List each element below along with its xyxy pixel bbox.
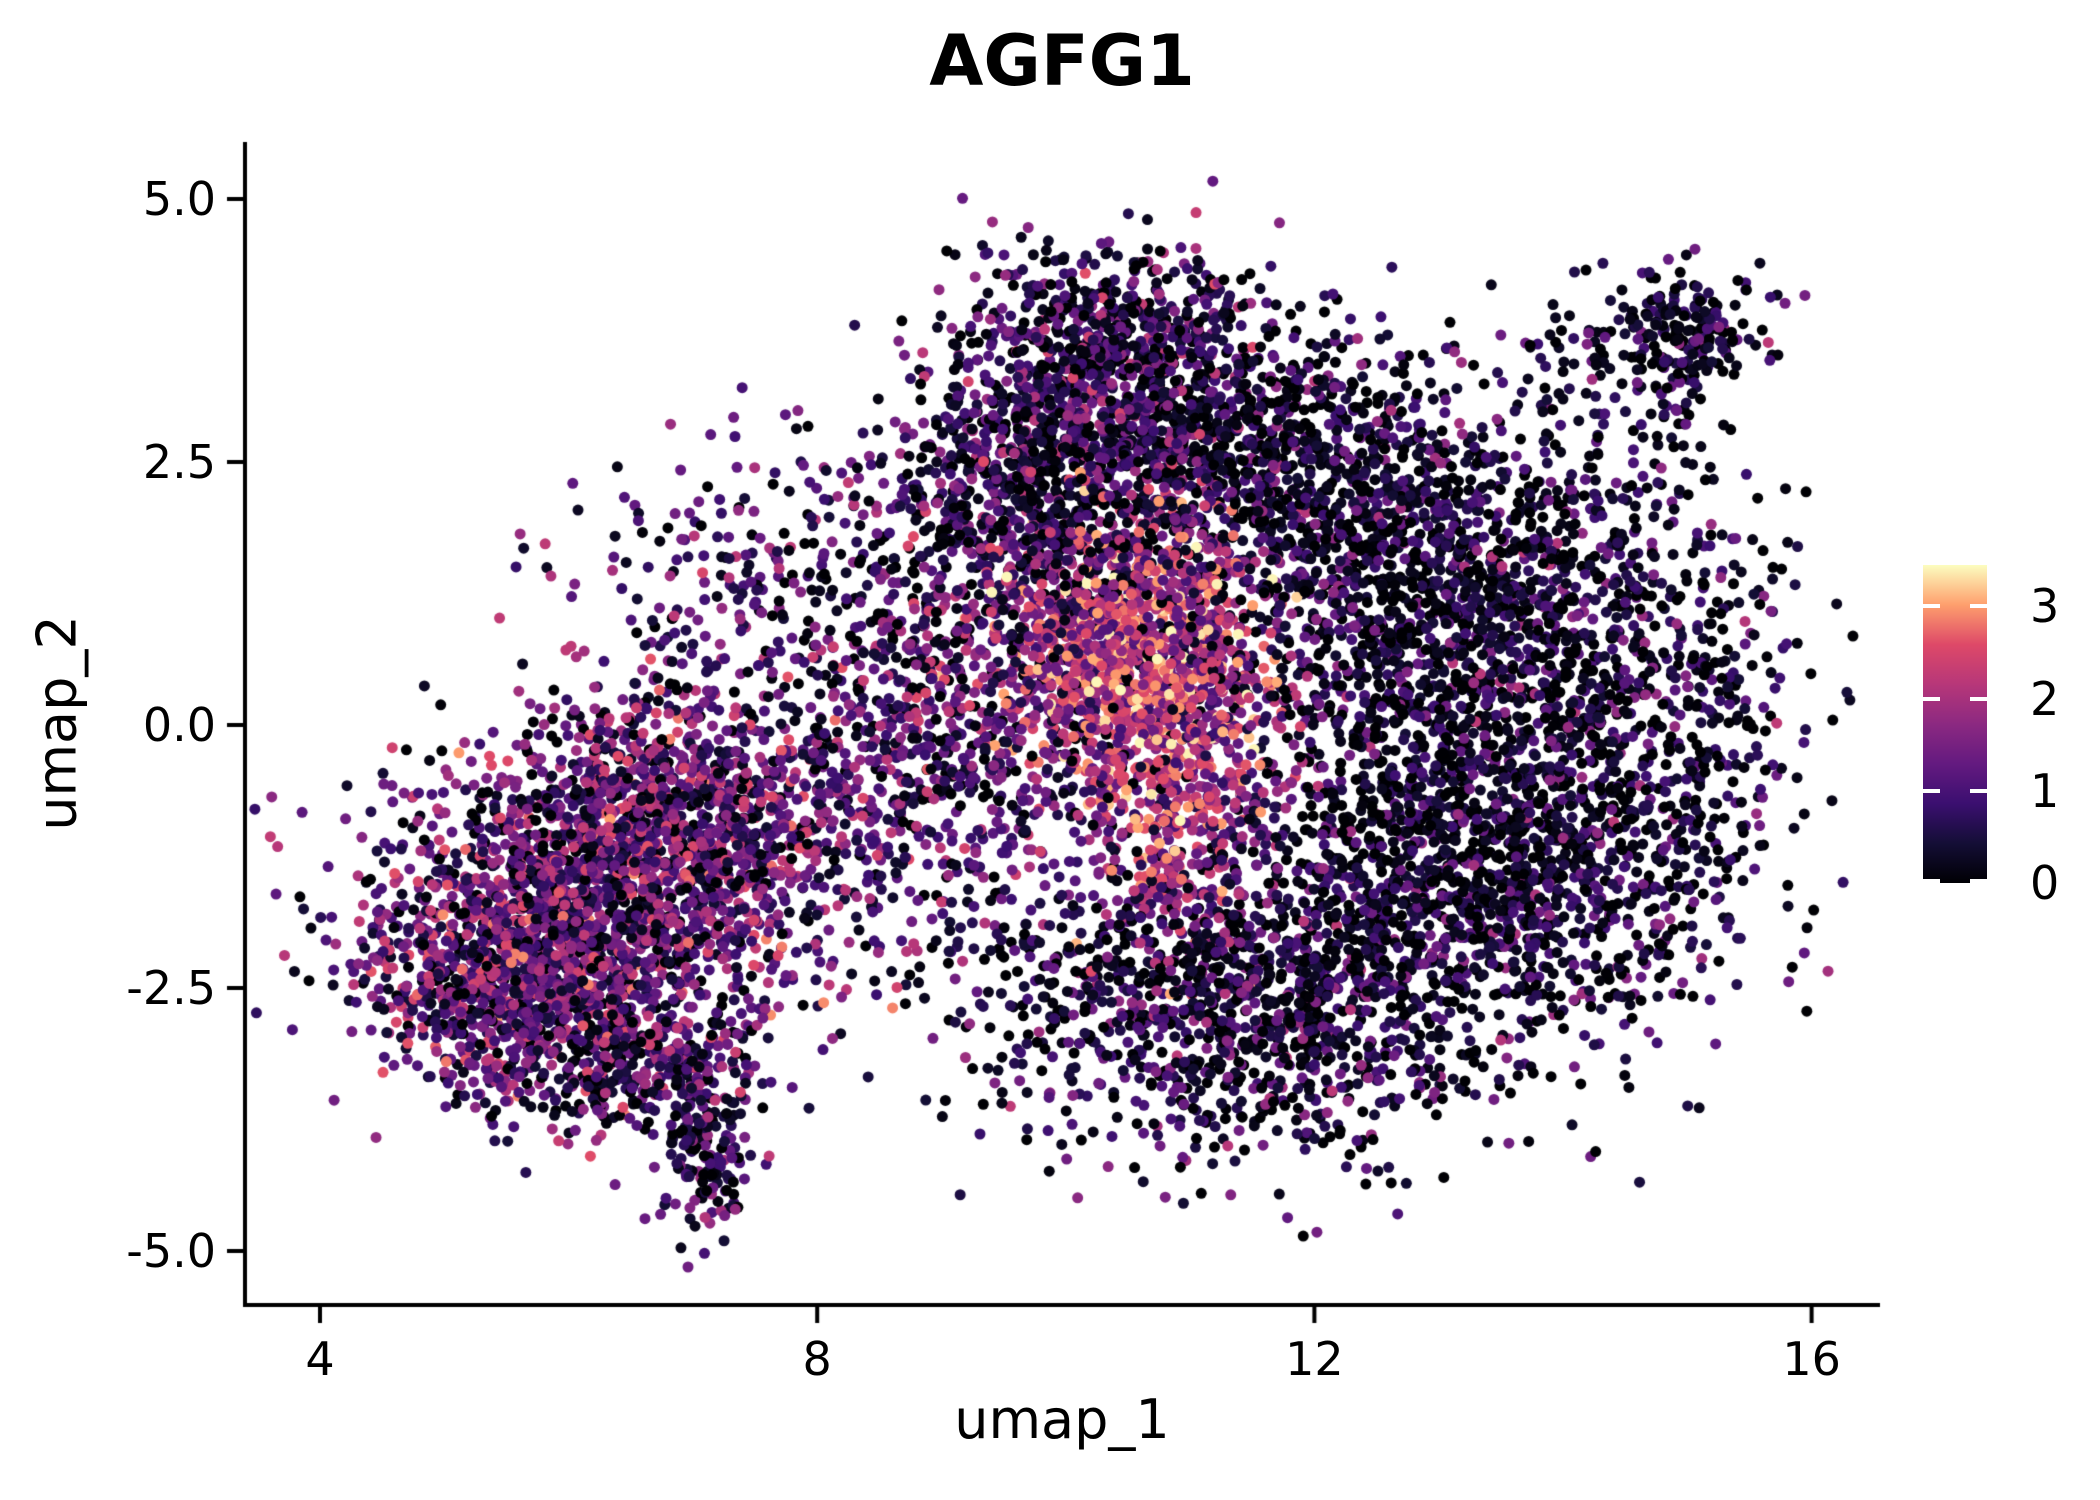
colorbar-tick-mark — [1923, 604, 1940, 609]
colorbar-tick-label: 1 — [2030, 763, 2060, 818]
x-tick-label: 16 — [1782, 1332, 1841, 1386]
colorbar-tick-label: 2 — [2030, 671, 2060, 726]
colorbar-gradient — [1923, 565, 1987, 883]
colorbar-tick-label: 3 — [2030, 579, 2060, 634]
colorbar-tick-mark — [1970, 604, 1987, 609]
colorbar-tick-mark — [1970, 696, 1987, 701]
x-tick-label: 12 — [1285, 1332, 1344, 1386]
y-tick-label: -5.0 — [126, 1224, 216, 1278]
y-tick-label: 0.0 — [142, 698, 216, 752]
colorbar-tick-label: 0 — [2030, 856, 2060, 910]
x-axis-title: umap_1 — [954, 1388, 1170, 1451]
x-tick-label: 8 — [802, 1332, 832, 1386]
y-tick-label: 2.5 — [142, 435, 216, 489]
colorbar-tick-mark — [1923, 879, 1940, 883]
y-axis-title: umap_2 — [25, 615, 89, 831]
colorbar-legend: 3 2 1 0 — [1923, 565, 2059, 910]
y-tick-label: 5.0 — [142, 172, 216, 226]
colorbar-tick-mark — [1970, 879, 1987, 883]
y-tick-label: -2.5 — [126, 961, 216, 1015]
x-tick-label: 4 — [305, 1332, 335, 1386]
colorbar-tick-mark — [1970, 788, 1987, 793]
colorbar-tick-mark — [1923, 696, 1940, 701]
plot-title: AGFG1 — [929, 20, 1195, 102]
colorbar-tick-mark — [1923, 788, 1940, 793]
